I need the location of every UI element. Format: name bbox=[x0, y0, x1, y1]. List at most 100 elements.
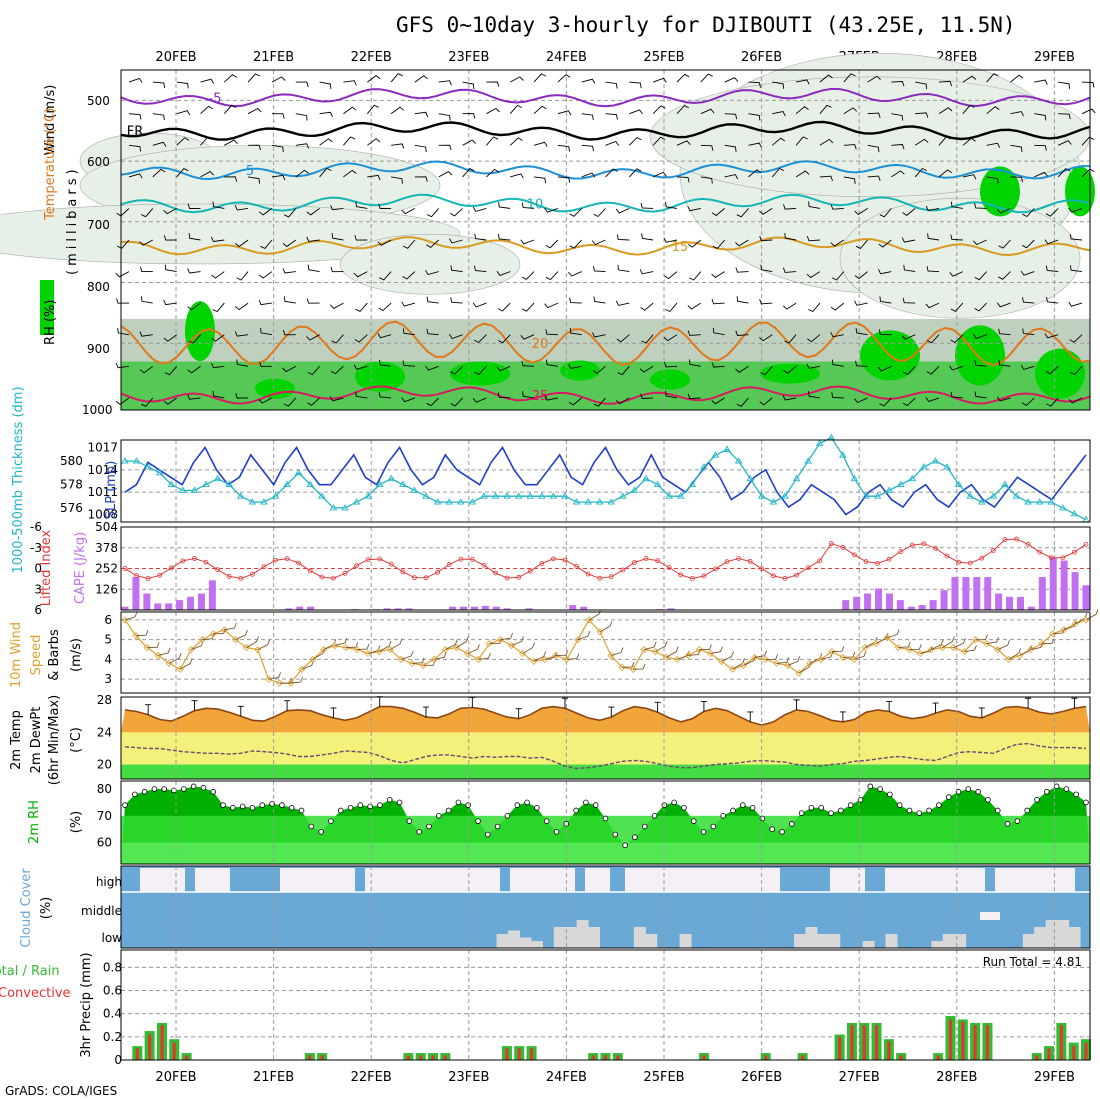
wind-barb bbox=[306, 334, 320, 341]
low-cloud-bar bbox=[1068, 927, 1081, 948]
wind-tick: 6 bbox=[104, 613, 112, 627]
lifted-index-point bbox=[1025, 541, 1031, 547]
wind-barb bbox=[629, 109, 643, 115]
wind-barb bbox=[879, 397, 892, 407]
thickness-point bbox=[908, 474, 917, 482]
wind-barb bbox=[819, 175, 833, 182]
thickness-point bbox=[746, 474, 755, 482]
wind-barb bbox=[581, 172, 596, 178]
wind-barb bbox=[115, 362, 130, 369]
lifted-index-point bbox=[967, 560, 973, 566]
rh-point bbox=[916, 810, 923, 816]
wind-barb bbox=[295, 81, 309, 88]
precip-conv-bar bbox=[406, 1055, 410, 1060]
wind-barb bbox=[721, 651, 734, 662]
wind-barb bbox=[163, 208, 177, 215]
wind-barb bbox=[445, 639, 458, 650]
lifted-index-point bbox=[307, 568, 313, 574]
rh-shading-region bbox=[0, 203, 461, 265]
cape-bar bbox=[132, 577, 140, 610]
lifted-index-point bbox=[168, 565, 174, 571]
cloud-level-label: low bbox=[102, 931, 123, 945]
lifted-index-point bbox=[203, 559, 209, 565]
cape-bar bbox=[896, 600, 904, 610]
wind-barb bbox=[187, 365, 201, 374]
wind-barb bbox=[665, 302, 678, 313]
wind-barb bbox=[140, 208, 154, 218]
lifted-index-point bbox=[481, 562, 487, 568]
cape-bar bbox=[864, 593, 872, 610]
wind-barb bbox=[759, 299, 773, 305]
wind-barb bbox=[467, 644, 480, 654]
cape-bar bbox=[405, 608, 413, 610]
lifted-index-point bbox=[921, 541, 927, 547]
temp2m-axis-label: 2m Temp 2m DewPt (6hr Min/Max) (°C) bbox=[9, 695, 84, 785]
rh-point bbox=[406, 818, 413, 824]
cape-bar bbox=[1038, 577, 1046, 610]
wind-barb bbox=[891, 144, 905, 150]
wind-barb bbox=[473, 334, 487, 344]
rh-point bbox=[681, 804, 687, 811]
wind-label: Wind (m/s) bbox=[43, 85, 58, 156]
contour-label: -5 bbox=[209, 91, 222, 106]
wind-barb bbox=[568, 271, 582, 277]
date-label: 29FEB bbox=[1034, 50, 1075, 65]
wind-barb bbox=[639, 269, 654, 275]
wind-barb bbox=[569, 328, 582, 336]
wind-speed-point bbox=[817, 655, 825, 663]
wind-barb bbox=[855, 327, 868, 336]
wind-barb bbox=[830, 204, 844, 210]
wind-speed-point bbox=[485, 640, 494, 648]
lifted-index-point bbox=[828, 541, 834, 546]
thickness-point bbox=[306, 480, 315, 487]
lifted-index-point bbox=[886, 556, 892, 562]
thickness-point bbox=[1047, 498, 1056, 505]
wind-barb bbox=[414, 75, 428, 83]
wind-barb bbox=[644, 641, 657, 650]
rh-point bbox=[298, 807, 305, 814]
wind-barb bbox=[279, 677, 293, 684]
wind-barb bbox=[998, 271, 1011, 280]
cape-bar bbox=[1082, 585, 1090, 610]
rh-point bbox=[955, 788, 962, 795]
wind-barb bbox=[152, 81, 166, 89]
clear-sky-high bbox=[830, 868, 865, 892]
wind-barb bbox=[974, 271, 988, 281]
wind-barb bbox=[1058, 113, 1071, 120]
thickness-point bbox=[862, 492, 870, 499]
wind-barb bbox=[1022, 297, 1035, 304]
wind-barb bbox=[986, 176, 999, 184]
low-cloud-bar bbox=[496, 934, 509, 948]
wind-tick: 5 bbox=[104, 633, 112, 647]
thickness-point bbox=[896, 480, 905, 487]
wind-barb bbox=[973, 334, 987, 339]
thickness-tick: 580 bbox=[60, 454, 83, 468]
wind-barb bbox=[450, 365, 463, 375]
thickness-point bbox=[619, 492, 627, 499]
thickness-point bbox=[225, 480, 233, 487]
lifted-tick: -3 bbox=[30, 541, 42, 555]
cape-bar bbox=[918, 605, 926, 610]
lifted-index-point bbox=[782, 576, 788, 581]
thickness-tick: 578 bbox=[60, 478, 83, 492]
wind-barb bbox=[568, 397, 582, 406]
lifted-index-point bbox=[516, 574, 522, 580]
wind-barb bbox=[234, 205, 249, 211]
wind-barb bbox=[996, 207, 1011, 214]
rh-point bbox=[690, 818, 697, 824]
rh-point bbox=[288, 804, 295, 811]
wind-barb bbox=[124, 611, 138, 621]
thickness-point bbox=[179, 486, 187, 493]
temp-max-bar bbox=[839, 711, 846, 722]
rh-point bbox=[249, 804, 256, 811]
temp-units-label: (°C) bbox=[69, 727, 84, 753]
thickness-point bbox=[572, 498, 581, 505]
lifted-index-point bbox=[736, 556, 742, 561]
rh-point bbox=[641, 823, 648, 830]
wind-barb bbox=[1046, 296, 1059, 304]
wind-barb bbox=[1044, 239, 1059, 245]
contour-label: 15 bbox=[672, 240, 689, 255]
thickness-axis-label: 1000-500mb Thickness (dm) bbox=[11, 386, 26, 573]
wind-barb bbox=[771, 167, 785, 178]
lifted-index-point bbox=[620, 567, 626, 573]
